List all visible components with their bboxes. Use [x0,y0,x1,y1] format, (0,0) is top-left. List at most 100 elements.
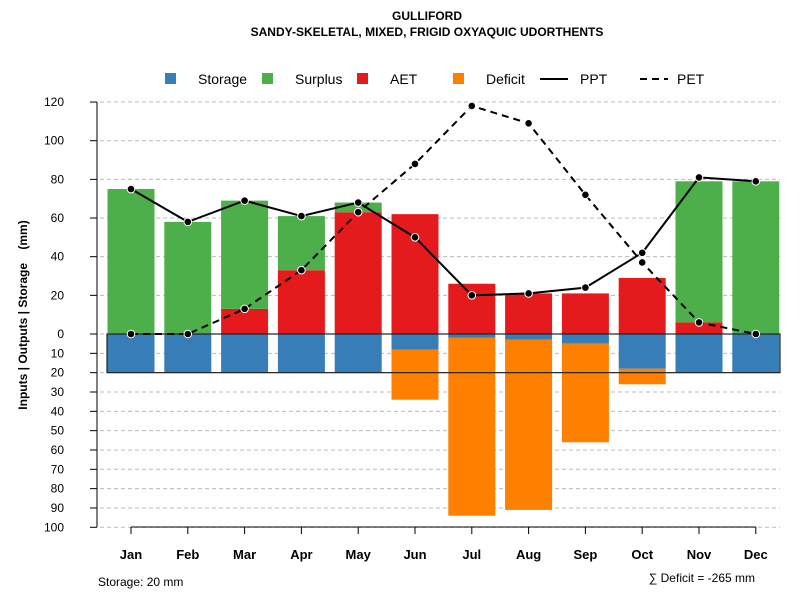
point-pet [353,207,363,217]
chart-subtitle: SANDY-SKELETAL, MIXED, FRIGID OXYAQUIC U… [251,25,604,39]
point-pet [751,329,761,339]
bar-deficit [391,349,439,400]
point-ppt [297,211,306,221]
x-tick-label: Nov [687,547,712,562]
y-tick-label: 50 [51,424,65,438]
chart-title: GULLIFORD [392,9,462,23]
y-tick-label: 100 [44,520,64,534]
y-tick-label: 40 [51,404,65,418]
storage-note: Storage: 20 mm [98,575,183,589]
legend-swatch-aet [357,73,368,84]
x-tick-label: Oct [631,547,653,562]
y-tick-label: 20 [51,288,65,302]
bar-surplus [107,189,155,334]
bar-surplus [675,181,723,323]
point-ppt [410,233,420,242]
y-tick-label: 60 [51,443,65,457]
x-tick-label: Jun [403,547,426,562]
bar-deficit [505,339,553,510]
x-tick-label: Mar [233,547,256,562]
bar-surplus [221,200,269,309]
bar-storage [675,334,723,373]
point-pet [297,265,306,275]
bar-storage [164,334,212,373]
bar-storage [277,334,325,373]
line-ppt [130,176,756,297]
x-tick-label: Jul [462,547,481,562]
legend-swatch-surplus [262,73,273,84]
point-pet [581,190,590,200]
bar-aet [618,277,666,334]
legend-label-surplus: Surplus [295,71,342,87]
bar-surplus [732,181,780,334]
legend-swatch-deficit [453,73,464,84]
point-pet [410,159,420,169]
bar-surplus [164,221,212,334]
point-pet [467,101,477,111]
y-tick-label: 70 [51,462,65,476]
point-ppt [183,217,193,227]
point-pet [183,329,193,339]
bar-aet [277,270,325,334]
bar-deficit [448,337,496,516]
point-ppt [467,291,477,300]
y-tick-label: 100 [44,134,64,148]
bar-surplus [334,202,382,213]
bar-storage [334,334,382,373]
storage-capacity-frame [106,333,781,374]
x-tick-label: Dec [744,547,768,562]
x-tick-label: Feb [176,547,199,562]
point-ppt [581,283,590,292]
point-ppt [694,173,704,182]
y-axis-label: Inputs | Outputs | Storage (mm) [16,220,30,409]
x-tick-label: Apr [290,547,312,562]
bar-storage [505,334,553,340]
y-tick-label: 80 [51,482,65,496]
legend-swatch-storage [165,73,176,84]
bar-aet [391,214,439,334]
point-pet [240,304,249,314]
point-pet [694,318,704,327]
y-tick-label: 30 [51,385,65,399]
line-pet [131,104,757,335]
bar-aet [561,293,609,334]
legend-label-pet: PET [677,71,705,87]
legend-label-storage: Storage [198,71,247,87]
point-pet [126,329,136,339]
y-tick-label: 120 [44,95,64,109]
bar-storage [618,334,666,369]
x-tick-label: May [346,547,372,562]
bar-storage [561,334,609,344]
point-ppt [524,289,533,298]
bar-storage [107,334,155,373]
point-pet [524,119,533,128]
bar-storage [732,334,780,373]
legend-label-ppt: PPT [580,71,608,87]
x-tick-label: Jan [120,547,142,562]
y-tick-label: 0 [57,327,64,341]
legend-label-deficit: Deficit [486,71,525,87]
bar-surplus [277,216,325,271]
bar-deficit [561,343,609,443]
y-tick-label: 60 [51,211,65,225]
point-ppt [751,176,761,186]
x-tick-label: Aug [516,547,541,562]
y-tick-label: 90 [51,501,65,515]
bar-aet [505,293,553,334]
point-ppt [126,184,136,194]
legend-label-aet: AET [390,71,418,87]
y-tick-label: 80 [51,172,65,186]
bar-storage [448,334,496,338]
deficit-note: ∑ Deficit = -265 mm [649,571,755,585]
bar-aet [334,212,382,334]
y-tick-label: 20 [51,366,65,380]
bar-storage [221,334,269,373]
point-pet [637,258,647,267]
bar-deficit [618,368,666,385]
point-ppt [240,196,249,205]
point-ppt [353,198,363,207]
bar-aet [675,322,723,334]
bar-storage [391,334,439,350]
